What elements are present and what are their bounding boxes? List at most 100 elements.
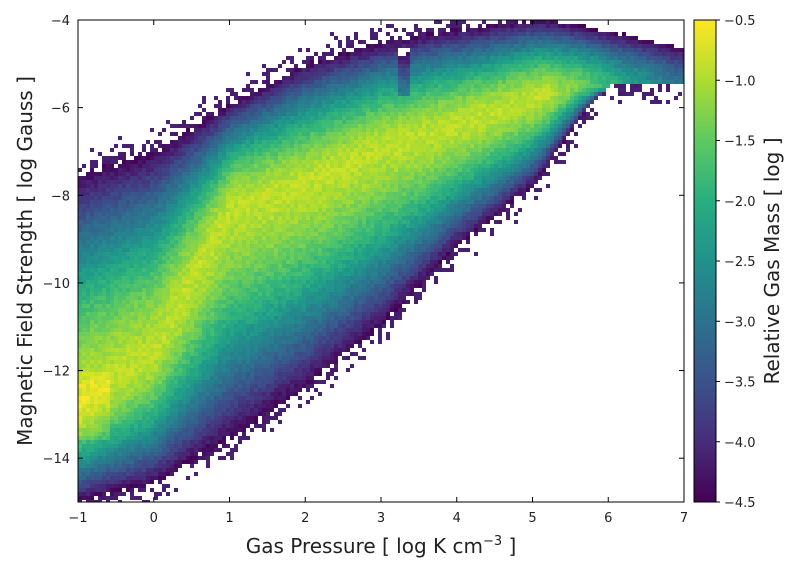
heatmap-cell <box>286 332 290 336</box>
heatmap-cell <box>262 260 266 264</box>
heatmap-cell <box>162 232 166 236</box>
heatmap-cell <box>230 156 234 160</box>
heatmap-cell <box>102 340 106 344</box>
heatmap-cell <box>282 188 286 192</box>
heatmap-cell <box>86 248 90 252</box>
heatmap-cell <box>194 260 198 264</box>
heatmap-cell <box>226 316 230 320</box>
heatmap-cell <box>86 192 90 196</box>
heatmap-cell <box>282 376 286 380</box>
heatmap-cell <box>210 372 214 376</box>
heatmap-cell <box>78 268 82 272</box>
heatmap-cell <box>242 212 246 216</box>
heatmap-cell <box>290 320 294 324</box>
heatmap-cell <box>166 220 170 224</box>
heatmap-cell <box>210 316 214 320</box>
heatmap-cell <box>98 192 102 196</box>
heatmap-cell <box>166 444 170 448</box>
heatmap-cell <box>194 448 198 452</box>
heatmap-cell <box>242 372 246 376</box>
heatmap-cell <box>86 476 90 480</box>
heatmap-cell <box>102 188 106 192</box>
heatmap-cell <box>286 172 290 176</box>
heatmap-cell <box>162 404 166 408</box>
heatmap-cell <box>222 208 226 212</box>
heatmap-cell <box>262 88 266 92</box>
heatmap-cell <box>298 256 302 260</box>
heatmap-cell <box>270 308 274 312</box>
heatmap-cell <box>286 304 290 308</box>
heatmap-cell <box>250 168 254 172</box>
heatmap-cell <box>82 404 86 408</box>
heatmap-cell <box>182 340 186 344</box>
heatmap-cell <box>174 444 178 448</box>
heatmap-cell <box>238 160 242 164</box>
heatmap-cell <box>290 120 294 124</box>
heatmap-cell <box>250 408 254 412</box>
heatmap-cell <box>90 412 94 416</box>
heatmap-cell <box>254 240 258 244</box>
heatmap-cell <box>174 376 178 380</box>
heatmap-cell <box>218 420 222 424</box>
heatmap-cell <box>282 396 286 400</box>
heatmap-cell <box>190 380 194 384</box>
heatmap-cell <box>178 272 182 276</box>
heatmap-cell <box>258 256 262 260</box>
heatmap-cell <box>214 216 218 220</box>
heatmap-cell <box>122 184 126 188</box>
heatmap-cell <box>242 304 246 308</box>
heatmap-cell <box>86 252 90 256</box>
heatmap-cell <box>298 276 302 280</box>
heatmap-cell <box>106 176 110 180</box>
heatmap-cell <box>274 224 278 228</box>
heatmap-cell <box>158 240 162 244</box>
heatmap-cell <box>106 160 110 164</box>
heatmap-cell <box>94 392 98 396</box>
heatmap-cell <box>162 320 166 324</box>
heatmap-cell <box>174 152 178 156</box>
heatmap-cell <box>98 380 102 384</box>
heatmap-cell <box>286 328 290 332</box>
heatmap-cell <box>130 252 134 256</box>
heatmap-cell <box>78 224 82 228</box>
heatmap-cell <box>278 288 282 292</box>
heatmap-cell <box>182 276 186 280</box>
heatmap-cell <box>110 192 114 196</box>
heatmap-cell <box>310 116 314 120</box>
heatmap-cell <box>126 452 130 456</box>
heatmap-cell <box>166 376 170 380</box>
heatmap-cell <box>186 264 190 268</box>
heatmap-cell <box>138 200 142 204</box>
heatmap-cell <box>298 220 302 224</box>
heatmap-cell <box>274 372 278 376</box>
heatmap-cell <box>258 188 262 192</box>
heatmap-cell <box>214 188 218 192</box>
heatmap-cell <box>226 216 230 220</box>
heatmap-cell <box>106 444 110 448</box>
heatmap-cell <box>114 168 118 172</box>
heatmap-cell <box>190 308 194 312</box>
heatmap-cell <box>86 188 90 192</box>
heatmap-cell <box>130 196 134 200</box>
heatmap-cell <box>78 264 82 268</box>
heatmap-cell <box>174 200 178 204</box>
heatmap-cell <box>286 300 290 304</box>
heatmap-cell <box>158 160 162 164</box>
heatmap-cell <box>86 340 90 344</box>
heatmap-cell <box>138 280 142 284</box>
heatmap-cell <box>310 72 314 76</box>
heatmap-cell <box>106 332 110 336</box>
heatmap-cell <box>154 332 158 336</box>
heatmap-cell <box>122 216 126 220</box>
heatmap-cell <box>298 144 302 148</box>
heatmap-cell <box>126 424 130 428</box>
heatmap-cell <box>150 240 154 244</box>
heatmap-cell <box>150 184 154 188</box>
heatmap-cell <box>266 324 270 328</box>
heatmap-cell <box>98 484 102 488</box>
heatmap-cell <box>294 160 298 164</box>
heatmap-cell <box>294 300 298 304</box>
heatmap-cell <box>146 468 150 472</box>
heatmap-cell <box>298 260 302 264</box>
heatmap-cell <box>254 368 258 372</box>
